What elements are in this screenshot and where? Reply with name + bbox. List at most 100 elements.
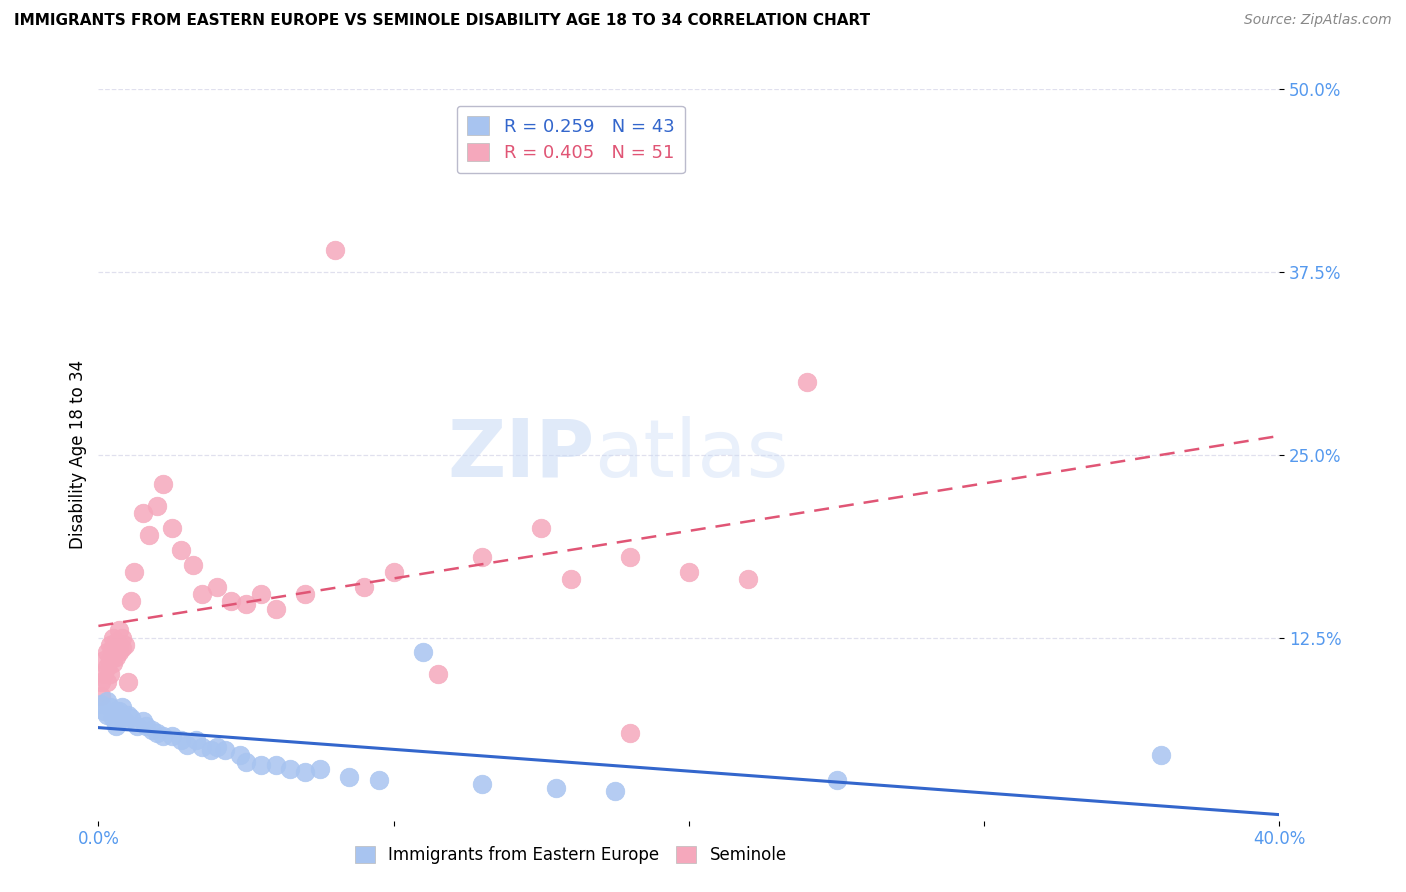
Y-axis label: Disability Age 18 to 34: Disability Age 18 to 34 <box>69 360 87 549</box>
Point <box>337 770 360 784</box>
Point <box>619 726 641 740</box>
Point <box>103 631 125 645</box>
Point <box>93 704 115 718</box>
Point <box>135 718 157 732</box>
Point <box>105 649 128 664</box>
Point <box>471 777 494 791</box>
Point <box>235 755 257 769</box>
Point <box>825 772 848 787</box>
Point <box>96 708 118 723</box>
Point <box>103 656 125 670</box>
Point <box>98 638 121 652</box>
Point <box>170 543 193 558</box>
Point <box>412 645 434 659</box>
Point <box>108 638 131 652</box>
Point <box>264 601 287 615</box>
Point <box>796 375 818 389</box>
Point <box>132 507 155 521</box>
Point <box>294 765 316 780</box>
Point <box>90 690 112 704</box>
Point <box>368 772 391 787</box>
Point <box>103 640 125 655</box>
Text: ZIP: ZIP <box>447 416 595 494</box>
Point <box>111 631 134 645</box>
Point <box>184 733 207 747</box>
Point <box>678 565 700 579</box>
Point <box>162 521 183 535</box>
Point <box>205 740 228 755</box>
Point <box>105 704 128 718</box>
Point <box>141 723 163 737</box>
Point <box>191 587 214 601</box>
Point <box>125 718 148 732</box>
Point <box>93 667 115 681</box>
Point <box>309 763 332 777</box>
Text: Source: ZipAtlas.com: Source: ZipAtlas.com <box>1244 13 1392 28</box>
Point <box>122 565 145 579</box>
Point <box>105 640 128 655</box>
Point <box>1150 747 1173 762</box>
Point <box>205 580 228 594</box>
Point <box>117 674 139 689</box>
Point <box>353 580 375 594</box>
Point <box>382 565 405 579</box>
Point <box>427 667 450 681</box>
Point <box>105 635 128 649</box>
Point <box>117 708 139 723</box>
Point <box>132 714 155 728</box>
Point <box>96 694 118 708</box>
Point <box>162 729 183 743</box>
Point <box>560 572 582 586</box>
Point <box>737 572 759 586</box>
Point <box>93 653 115 667</box>
Point <box>111 640 134 655</box>
Point <box>98 667 121 681</box>
Point <box>200 743 222 757</box>
Point <box>114 714 136 728</box>
Point <box>96 660 118 674</box>
Point <box>250 587 273 601</box>
Point <box>96 674 118 689</box>
Point <box>138 528 160 542</box>
Point <box>103 711 125 725</box>
Point <box>108 624 131 638</box>
Point <box>98 653 121 667</box>
Point <box>250 758 273 772</box>
Point <box>108 645 131 659</box>
Point <box>111 711 134 725</box>
Point <box>323 243 346 257</box>
Point <box>294 587 316 601</box>
Point <box>176 738 198 752</box>
Point <box>120 594 142 608</box>
Point <box>152 477 174 491</box>
Text: atlas: atlas <box>595 416 789 494</box>
Point <box>544 781 567 796</box>
Text: IMMIGRANTS FROM EASTERN EUROPE VS SEMINOLE DISABILITY AGE 18 TO 34 CORRELATION C: IMMIGRANTS FROM EASTERN EUROPE VS SEMINO… <box>14 13 870 29</box>
Point <box>108 704 131 718</box>
Point <box>471 550 494 565</box>
Point <box>530 521 553 535</box>
Point <box>146 726 169 740</box>
Point <box>214 743 236 757</box>
Point <box>619 550 641 565</box>
Point <box>278 763 302 777</box>
Point <box>146 499 169 513</box>
Point <box>120 711 142 725</box>
Point <box>90 674 112 689</box>
Point <box>98 699 121 714</box>
Point <box>111 699 134 714</box>
Point <box>114 638 136 652</box>
Point <box>605 784 627 798</box>
Point <box>219 594 242 608</box>
Legend: Immigrants from Eastern Europe, Seminole: Immigrants from Eastern Europe, Seminole <box>349 839 793 871</box>
Point <box>170 733 193 747</box>
Point <box>152 729 174 743</box>
Point <box>90 697 112 711</box>
Point <box>96 645 118 659</box>
Point <box>181 558 204 572</box>
Point <box>264 758 287 772</box>
Point <box>105 718 128 732</box>
Point <box>229 747 252 762</box>
Point <box>191 740 214 755</box>
Point <box>235 597 257 611</box>
